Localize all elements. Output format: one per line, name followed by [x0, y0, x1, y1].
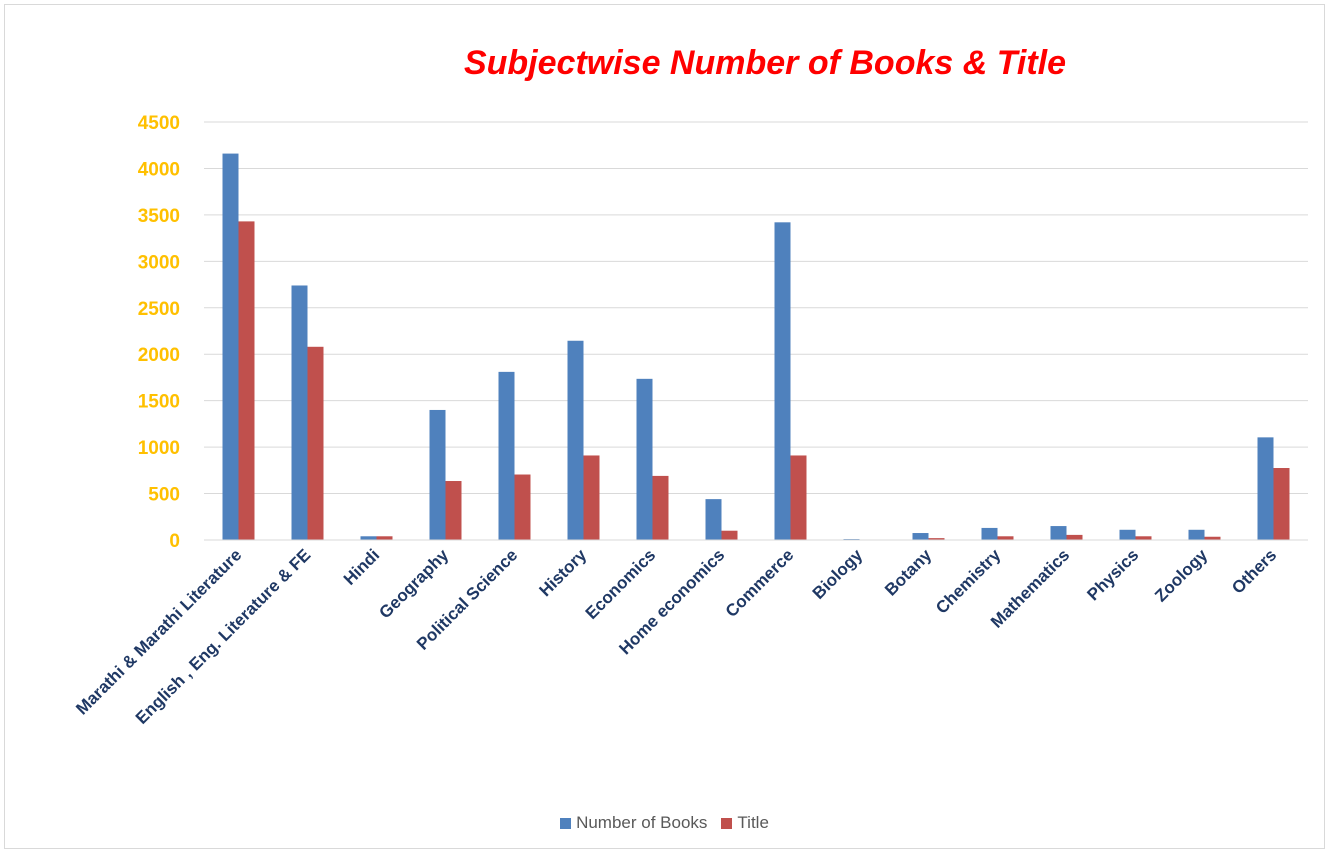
bar-title [376, 536, 393, 540]
legend-item-number-of-books: Number of Books [560, 813, 707, 833]
y-tick-label: 500 [148, 485, 180, 506]
bar-number-of-books [1257, 437, 1274, 540]
gridlines [204, 121, 1308, 495]
x-tick-label: Physics [1083, 545, 1142, 604]
y-axis-ticks: 0 500 1000 1500 2000 2500 3000 3500 4000 4500 [138, 113, 180, 552]
legend-label-title: Title [737, 813, 769, 832]
bar-title [928, 538, 945, 540]
y-tick-label: 4500 [138, 113, 180, 134]
legend-swatch-title [721, 817, 733, 829]
x-tick-label: Commerce [722, 545, 798, 621]
bar-title [1204, 536, 1221, 540]
bar-number-of-books [1050, 526, 1067, 540]
bar-title [790, 455, 807, 540]
y-tick-label: 2500 [138, 299, 180, 320]
x-tick-label: Chemistry [932, 545, 1005, 618]
bar-number-of-books [1188, 529, 1205, 540]
bar-number-of-books [705, 499, 722, 540]
bar-number-of-books [291, 285, 308, 540]
x-tick-label: Biology [809, 545, 867, 603]
bar-title [997, 536, 1014, 540]
x-tick-label: Botany [881, 545, 936, 600]
bar-title [514, 474, 531, 540]
y-tick-label: 1000 [138, 438, 180, 459]
bar-number-of-books [222, 153, 239, 541]
bar-title [583, 455, 600, 540]
bar-number-of-books [567, 340, 584, 540]
bar-number-of-books [1119, 529, 1136, 540]
bar-number-of-books [636, 378, 653, 540]
legend-item-title: Title [721, 813, 769, 833]
chart-title: Subjectwise Number of Books & Title [464, 44, 1066, 82]
bar-title [307, 346, 324, 540]
x-tick-label: Zoology [1151, 545, 1212, 606]
bar-number-of-books [360, 536, 377, 540]
bar-title [1066, 534, 1083, 540]
bar-number-of-books [498, 371, 515, 540]
bar-number-of-books [981, 527, 998, 540]
x-tick-label: Others [1228, 545, 1280, 597]
bar-title [445, 481, 462, 540]
bar-number-of-books [429, 409, 446, 540]
legend: Number of Books Title [0, 813, 1329, 833]
bar-title [721, 530, 738, 540]
x-tick-label: History [535, 545, 590, 600]
y-tick-label: 2000 [138, 345, 180, 366]
y-tick-label: 3500 [138, 206, 180, 227]
y-tick-label: 4000 [138, 159, 180, 180]
bar-title [1135, 536, 1152, 540]
bars [222, 153, 1290, 541]
bar-number-of-books [774, 222, 791, 540]
legend-label-number-of-books: Number of Books [576, 813, 708, 832]
x-tick-label: Geography [375, 545, 452, 622]
x-tick-label: Hindi [340, 545, 383, 588]
bar-title [238, 221, 255, 540]
y-tick-label: 1500 [138, 392, 180, 413]
bar-number-of-books [912, 533, 929, 540]
legend-swatch-number-of-books [560, 817, 572, 829]
bar-title [1273, 468, 1290, 540]
y-tick-label: 3000 [138, 252, 180, 273]
bar-title [652, 475, 669, 540]
y-tick-label: 0 [169, 531, 180, 552]
